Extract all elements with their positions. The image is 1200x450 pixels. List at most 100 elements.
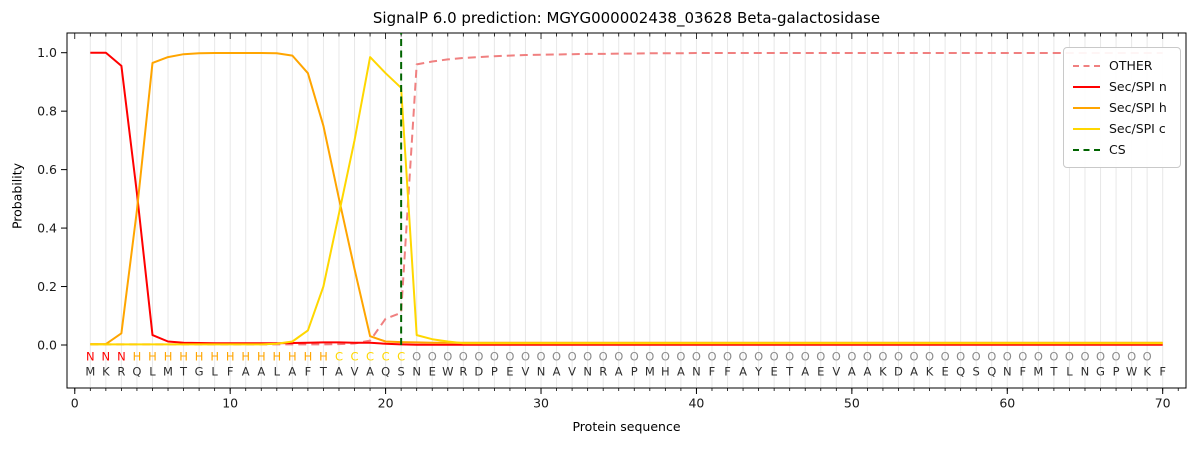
sequence-letter: Q: [956, 365, 965, 379]
sequence-letter: N: [583, 365, 592, 379]
x-tick-label: 20: [378, 396, 394, 411]
region-label-letter: O: [645, 350, 654, 364]
sequence-letter: A: [553, 365, 561, 379]
region-label-letter: O: [1018, 350, 1027, 364]
region-label-letter: C: [351, 350, 359, 364]
region-label-letter: O: [832, 350, 841, 364]
region-label-letter: O: [770, 350, 779, 364]
sequence-letter: K: [102, 365, 110, 379]
x-axis-label: Protein sequence: [572, 419, 681, 434]
legend-label-cs: CS: [1109, 142, 1126, 157]
sequence-letter: G: [195, 365, 204, 379]
legend-item-other: OTHER: [1073, 55, 1171, 76]
region-label-letter: O: [599, 350, 608, 364]
region-label-letter: C: [382, 350, 390, 364]
region-label-letter: O: [1003, 350, 1012, 364]
region-label-letter: O: [754, 350, 763, 364]
sequence-letter: A: [366, 365, 374, 379]
region-label-letter: H: [288, 350, 297, 364]
sequence-letter: N: [412, 365, 421, 379]
legend-label-other: OTHER: [1109, 58, 1153, 73]
region-label-letter: O: [614, 350, 623, 364]
region-label-letter: C: [397, 350, 405, 364]
region-label-letter: H: [148, 350, 157, 364]
x-tick-label: 70: [1155, 396, 1171, 411]
legend: OTHER Sec/SPI n Sec/SPI h Sec/SPI c CS: [1063, 47, 1181, 168]
region-label-letter: O: [941, 350, 950, 364]
region-label-letter: O: [1049, 350, 1058, 364]
region-label-letter: O: [1127, 350, 1136, 364]
series-line-other: [90, 52, 1163, 346]
legend-item-sec-spi-c: Sec/SPI c: [1073, 118, 1171, 139]
region-label-letter: O: [894, 350, 903, 364]
sequence-letter: V: [832, 365, 840, 379]
y-tick-label: 0.2: [37, 279, 57, 294]
region-label-letter: H: [226, 350, 235, 364]
sequence-letter: F: [709, 365, 716, 379]
region-label-letter: O: [552, 350, 561, 364]
sequence-letter: V: [351, 365, 359, 379]
sequence-letter: M: [1033, 365, 1043, 379]
sequence-letter: E: [941, 365, 948, 379]
series-line-sec-spi-n: [90, 51, 1163, 346]
sequence-letter: G: [1096, 365, 1105, 379]
sequence-letter: W: [1126, 365, 1137, 379]
sequence-letter: P: [631, 365, 638, 379]
region-label-letter: O: [676, 350, 685, 364]
region-label-letter: O: [816, 350, 825, 364]
legend-label-sec-spi-h: Sec/SPI h: [1109, 100, 1167, 115]
region-label-letter: H: [179, 350, 188, 364]
region-label-letter: O: [412, 350, 421, 364]
sequence-letter: K: [879, 365, 887, 379]
sequence-letter: V: [522, 365, 530, 379]
region-label-letter: C: [335, 350, 343, 364]
sequence-letter: E: [429, 365, 436, 379]
legend-item-sec-spi-n: Sec/SPI n: [1073, 76, 1171, 97]
sequence-letter: A: [288, 365, 296, 379]
region-label-letter: H: [195, 350, 204, 364]
sequence-letter: H: [661, 365, 670, 379]
region-label-letter: O: [661, 350, 670, 364]
sequence-letter: T: [319, 365, 328, 379]
region-label-letter: O: [583, 350, 592, 364]
region-label-letter: H: [164, 350, 173, 364]
sequence-letter: A: [335, 365, 343, 379]
sequence-letter: M: [163, 365, 173, 379]
sequence-letter: Q: [381, 365, 390, 379]
legend-item-sec-spi-h: Sec/SPI h: [1073, 97, 1171, 118]
sequence-letter: R: [117, 365, 125, 379]
y-tick-label: 0.8: [37, 103, 57, 118]
sequence-letter: P: [491, 365, 498, 379]
sequence-letter: N: [1081, 365, 1090, 379]
region-label-letter: H: [133, 350, 142, 364]
sequence-letter: T: [1049, 365, 1058, 379]
region-label-letter: O: [521, 350, 530, 364]
region-label-letter: O: [987, 350, 996, 364]
sequence-letter: F: [305, 365, 312, 379]
sequence-letter: L: [1066, 365, 1073, 379]
region-label-letter: O: [568, 350, 577, 364]
sequence-letter: K: [926, 365, 934, 379]
sequence-letter: R: [459, 365, 467, 379]
region-label-letter: H: [210, 350, 219, 364]
x-tick-label: 0: [71, 396, 79, 411]
region-label-letter: C: [366, 350, 374, 364]
region-label-letter: H: [257, 350, 266, 364]
region-label-letter: O: [459, 350, 468, 364]
region-label-letter: N: [102, 350, 111, 364]
region-label-letter: N: [86, 350, 95, 364]
sequence-letter: Y: [754, 365, 763, 379]
sequence-letter: M: [85, 365, 95, 379]
legend-label-sec-spi-n: Sec/SPI n: [1109, 79, 1167, 94]
region-label-letter: O: [1034, 350, 1043, 364]
region-label-letter: O: [428, 350, 437, 364]
region-label-letter: O: [972, 350, 981, 364]
sequence-letter: Q: [132, 365, 141, 379]
region-label-letter: O: [1080, 350, 1089, 364]
sequence-letter: P: [1113, 365, 1120, 379]
sequence-letter: K: [1143, 365, 1151, 379]
region-label-letter: O: [723, 350, 732, 364]
sequence-letter: A: [242, 365, 250, 379]
legend-line-sec-spi-n: [1073, 85, 1100, 88]
